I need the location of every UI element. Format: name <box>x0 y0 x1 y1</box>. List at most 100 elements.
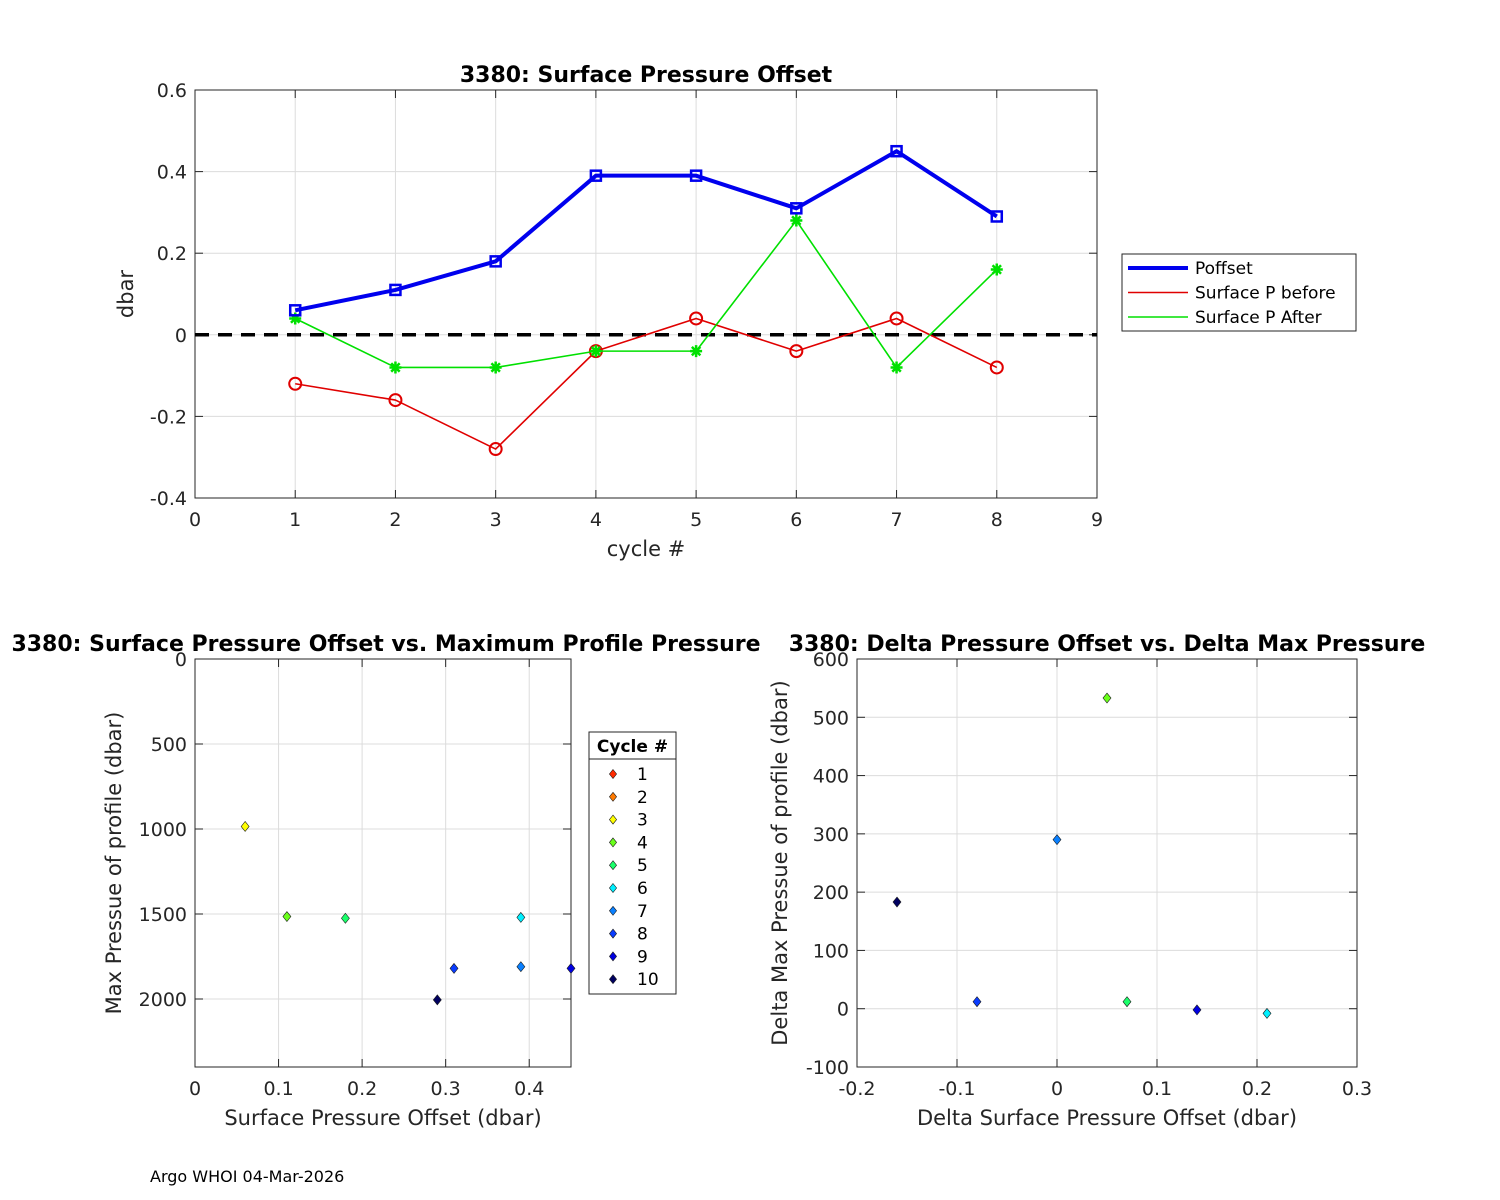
y-tick-label: -0.2 <box>150 406 187 428</box>
legend-entry: 4 <box>637 833 648 853</box>
x-tick-label: 2 <box>389 509 401 531</box>
marker-diamond <box>609 860 617 871</box>
marker-circle <box>989 360 1004 375</box>
marker-diamond <box>609 974 617 985</box>
marker-diamond <box>449 962 459 974</box>
x-tick-label: 0.1 <box>1142 1078 1172 1100</box>
marker-square <box>288 304 302 317</box>
chart-title: 3380: Delta Pressure Offset vs. Delta Ma… <box>789 632 1426 657</box>
x-tick-label: 0.3 <box>431 1078 461 1100</box>
marker-square <box>389 283 402 297</box>
x-tick-label: 0.1 <box>263 1078 293 1100</box>
y-tick-label: 0 <box>837 999 849 1021</box>
series-line-surface-p-after <box>294 219 998 369</box>
marker-diamond <box>1052 834 1062 846</box>
marker-diamond <box>516 911 526 923</box>
marker-star <box>389 361 402 374</box>
x-axis-label: Delta Surface Pressure Offset (dbar) <box>917 1106 1297 1130</box>
plot-area <box>195 90 1097 498</box>
marker-circle <box>388 393 403 408</box>
y-tick-label: 1500 <box>139 904 187 926</box>
marker-diamond <box>609 814 617 825</box>
y-axis-label: Delta Max Pressue of profile (dbar) <box>768 680 792 1045</box>
marker-circle <box>789 344 804 359</box>
y-axis-label: Max Pressue of profile (dbar) <box>102 712 126 1015</box>
marker-diamond <box>892 896 902 908</box>
marker-diamond <box>609 883 617 893</box>
y-tick-label: 0 <box>175 325 187 347</box>
x-axis-label: cycle # <box>607 537 686 561</box>
marker-diamond <box>1192 1004 1202 1016</box>
legend-entry: 8 <box>637 925 648 945</box>
legend-entry: 6 <box>637 879 648 899</box>
marker-star <box>289 312 302 325</box>
y-tick-label: 300 <box>813 824 849 846</box>
legend-entry: Surface P before <box>1195 284 1336 304</box>
x-tick-label: 0 <box>189 509 201 531</box>
chart-delta-offset-vs-delta-max: -0.2 -0.1 0 0.1 0.2 0.3 -100 0 100 200 300 400 500 60… <box>768 632 1425 1130</box>
y-tick-label: -100 <box>806 1057 849 1079</box>
y-tick-label: 200 <box>813 882 849 904</box>
legend-entry: 3 <box>637 811 648 831</box>
legend-cycle: Cycle # 1 2 34 5 6 7 89 10 <box>588 731 677 995</box>
legend-entry: 9 <box>637 947 648 967</box>
legend-entry: 1 <box>637 765 648 785</box>
axes-frame <box>194 89 1098 499</box>
x-tick-label: 5 <box>690 509 702 531</box>
x-tick-label: 4 <box>590 509 602 531</box>
marker-star <box>690 345 703 358</box>
x-tick-label: 0.2 <box>347 1078 377 1100</box>
marker-star <box>990 263 1003 276</box>
marker-diamond <box>432 994 442 1006</box>
y-tick-label: -0.4 <box>150 488 187 510</box>
marker-diamond <box>609 905 617 916</box>
marker-diamond <box>609 791 617 802</box>
plot-area <box>857 659 1357 1067</box>
axes-frame <box>194 658 572 1068</box>
y-tick-label: 100 <box>813 940 849 962</box>
chart-surface-pressure-offset: 0 1 2 3 4 5 6 7 8 9 -0.4 -0.2 0 0.2 0.4 0.6 3380: Surfac… <box>114 63 1357 561</box>
legend-entry: 5 <box>637 856 648 876</box>
plot-area <box>195 659 571 1067</box>
y-axis-label: dbar <box>114 270 138 319</box>
marker-diamond <box>516 961 526 973</box>
x-tick-label: 0 <box>1051 1078 1063 1100</box>
x-tick-label: 7 <box>891 509 903 531</box>
marker-circle <box>488 442 503 457</box>
marker-square <box>689 169 703 182</box>
marker-star <box>790 214 803 227</box>
legend-title: Cycle # <box>597 737 668 757</box>
marker-diamond <box>609 951 617 962</box>
marker-star <box>589 345 602 358</box>
chart-offset-vs-max-pressure: 0 0.1 0.2 0.3 0.4 0 500 1000 1500 2000 3380: Surfa… <box>11 632 760 1130</box>
x-tick-label: -0.2 <box>838 1078 875 1100</box>
x-tick-label: 6 <box>790 509 802 531</box>
marker-diamond <box>240 820 250 832</box>
marker-circle <box>689 311 704 326</box>
marker-square <box>990 210 1004 223</box>
y-tick-label: 0.6 <box>157 80 187 102</box>
chart-title: 3380: Surface Pressure Offset vs. Maximu… <box>11 632 760 657</box>
x-tick-label: 1 <box>289 509 301 531</box>
y-tick-label: 500 <box>151 734 187 756</box>
y-tick-label: 400 <box>813 766 849 788</box>
legend-entry: 7 <box>637 902 648 922</box>
marker-square <box>589 169 603 182</box>
marker-diamond <box>609 928 617 939</box>
footer-credit: Argo WHOI 04-Mar-2026 <box>150 1167 344 1186</box>
legend: Poffset Surface P before Surface P After <box>1121 253 1357 332</box>
marker-diamond <box>1102 692 1112 704</box>
x-tick-label: 0.4 <box>514 1078 544 1100</box>
y-tick-label: 0.2 <box>157 243 187 265</box>
marker-diamond <box>566 962 576 974</box>
x-tick-label: 0.3 <box>1342 1078 1372 1100</box>
marker-diamond <box>1262 1007 1272 1019</box>
y-tick-label: 1000 <box>139 819 187 841</box>
marker-diamond <box>1122 996 1132 1008</box>
legend-box <box>588 731 677 995</box>
series-line-poffset <box>294 149 998 313</box>
chart-title: 3380: Surface Pressure Offset <box>460 63 833 88</box>
x-tick-label: 3 <box>490 509 502 531</box>
axes-frame <box>856 658 1358 1068</box>
legend-entry: 2 <box>637 788 648 808</box>
